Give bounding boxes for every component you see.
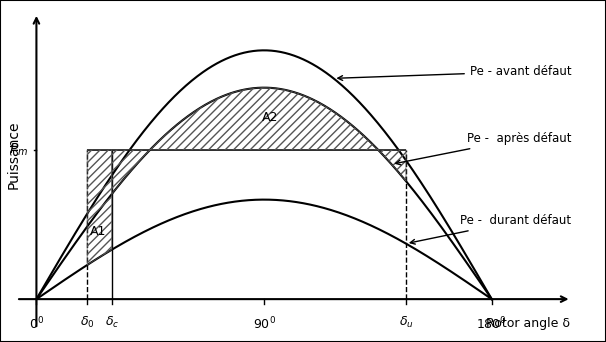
Text: $P_m$: $P_m$	[9, 142, 28, 158]
Text: $180^0$: $180^0$	[476, 315, 507, 332]
Text: Pe -  durant défaut: Pe - durant défaut	[410, 214, 571, 244]
Text: Pe - avant défaut: Pe - avant défaut	[338, 65, 571, 80]
Text: A1: A1	[90, 225, 106, 238]
Text: Pe -  après défaut: Pe - après défaut	[396, 132, 571, 165]
Text: $\delta_c$: $\delta_c$	[105, 315, 119, 330]
Text: $90^0$: $90^0$	[253, 315, 276, 332]
Text: Puissance: Puissance	[7, 121, 21, 189]
Text: A2: A2	[262, 111, 279, 124]
Text: $\delta_u$: $\delta_u$	[399, 315, 413, 330]
Text: $\delta_0$: $\delta_0$	[80, 315, 95, 330]
Text: $0^0$: $0^0$	[29, 315, 44, 332]
Text: Rotor angle δ: Rotor angle δ	[486, 317, 570, 330]
